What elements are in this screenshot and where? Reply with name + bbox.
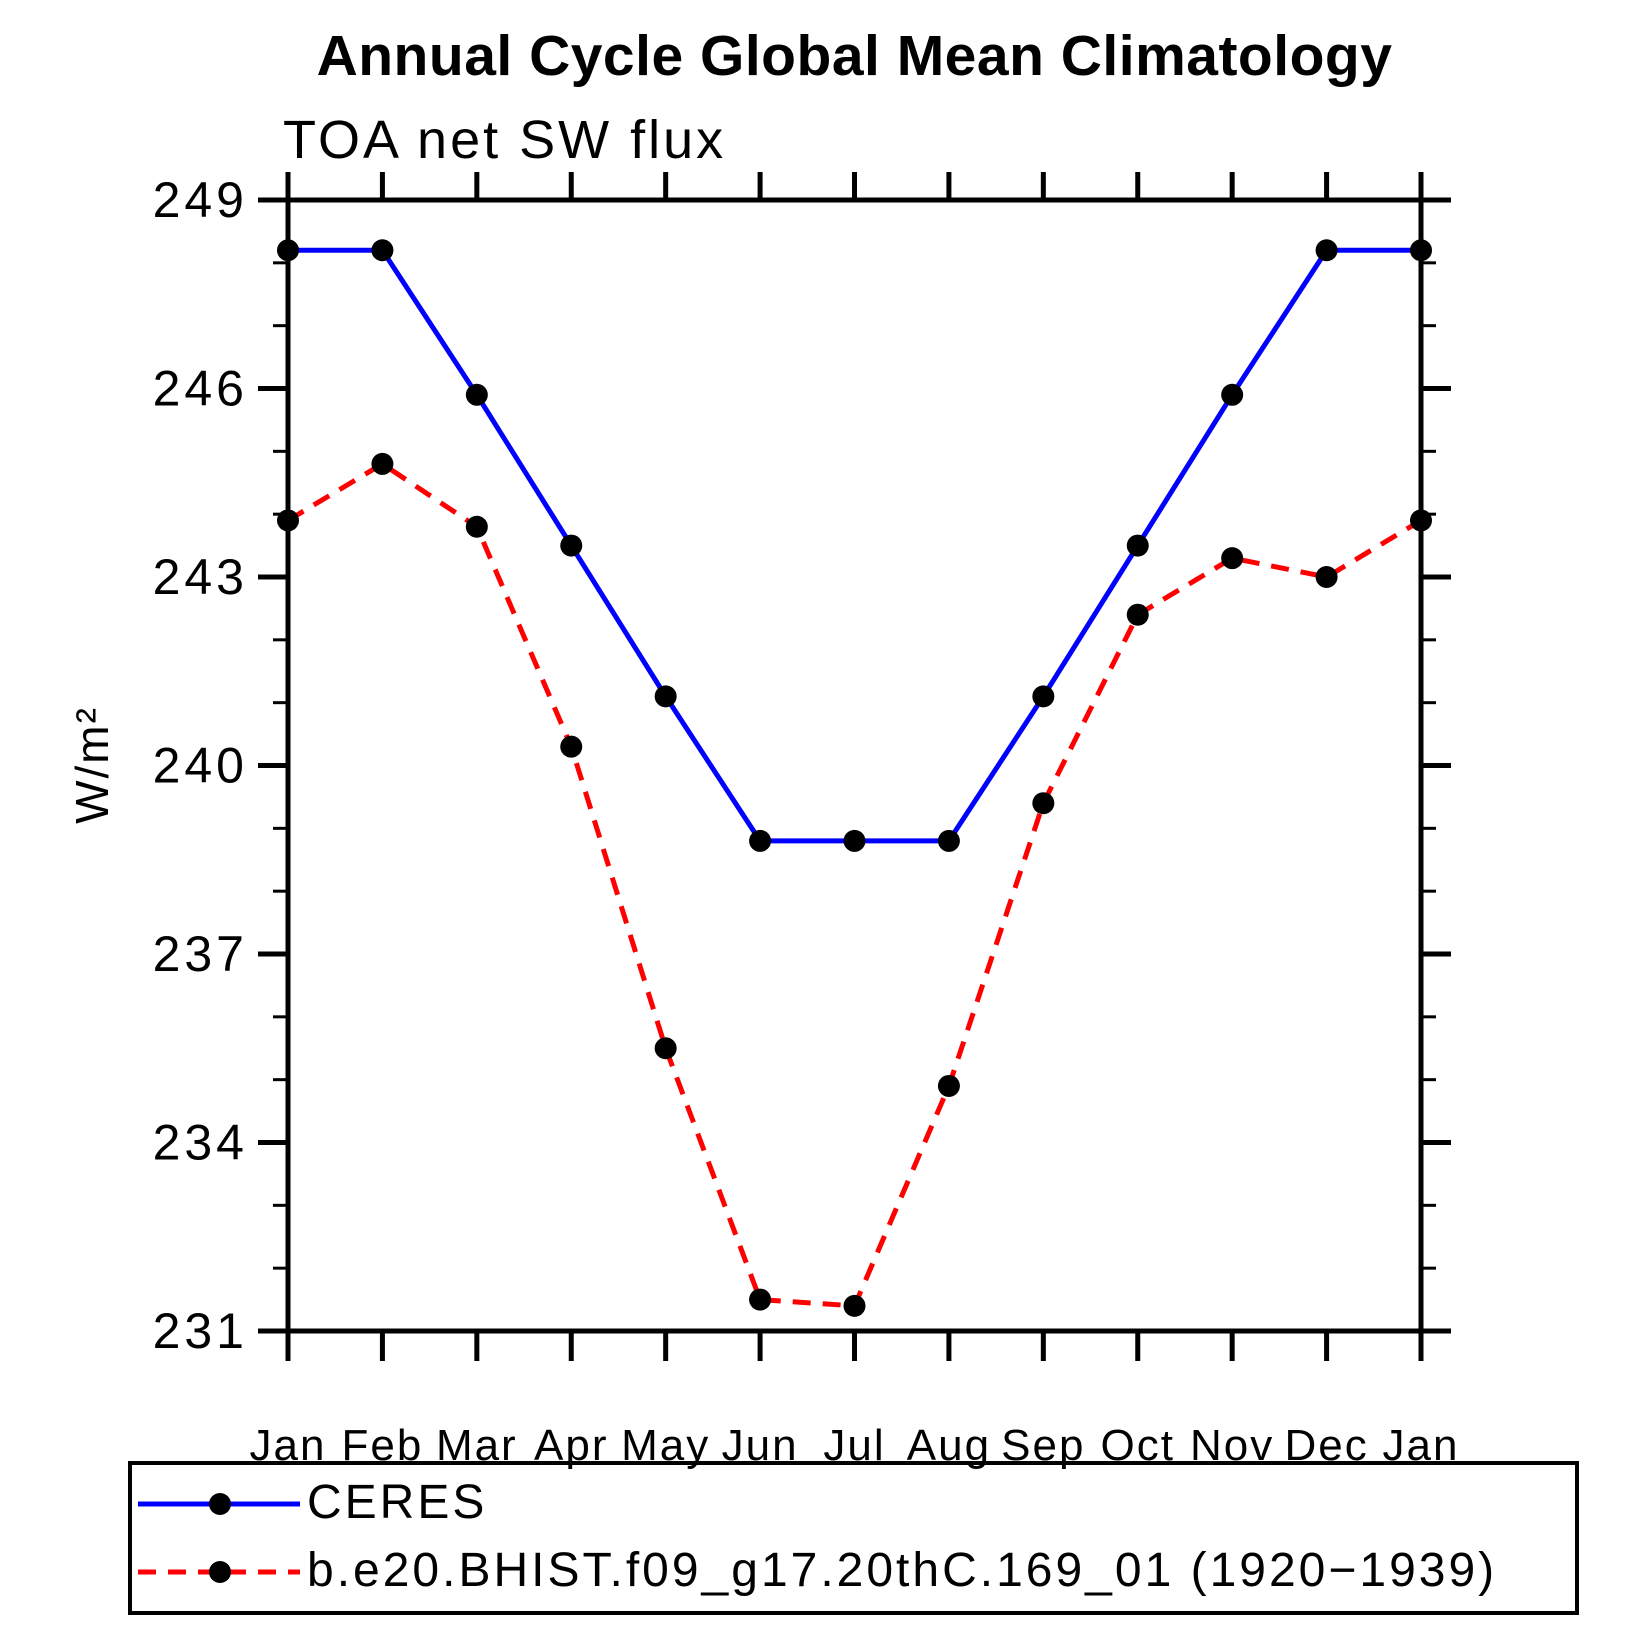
data-point-marker: [465, 515, 488, 538]
data-point-marker: [371, 452, 394, 475]
data-point-marker: [843, 829, 866, 852]
data-point-marker: [371, 239, 394, 262]
data-point-marker: [277, 239, 299, 262]
data-point-marker: [749, 1288, 772, 1311]
data-point-marker: [1410, 239, 1432, 262]
y-tick-label: 243: [153, 549, 248, 605]
chart-subtitle: TOA net SW flux: [283, 110, 727, 170]
legend-box: [128, 1461, 1579, 1615]
data-point-marker: [1221, 383, 1244, 406]
data-point-marker: [1315, 566, 1338, 588]
data-point-marker: [1410, 509, 1432, 532]
y-tick-label: 237: [153, 926, 248, 982]
data-point-marker: [654, 1037, 677, 1060]
plot-frame: [285, 197, 1424, 1334]
y-tick-label: 249: [153, 172, 248, 228]
data-point-marker: [1032, 685, 1055, 708]
data-point-marker: [843, 1294, 866, 1317]
data-point-marker: [1126, 603, 1149, 626]
data-point-marker: [1032, 792, 1055, 815]
y-axis-title: W/m²: [66, 706, 118, 824]
data-point-marker: [277, 509, 299, 532]
legend-label-model: b.e20.BHIST.f09_g17.20thC.169_01 (1920−1…: [307, 1544, 1498, 1598]
y-tick-label: 234: [153, 1115, 248, 1171]
data-point-marker: [1126, 534, 1149, 557]
data-point-marker: [560, 534, 583, 557]
legend-marker: [209, 1561, 231, 1583]
data-point-marker: [1315, 239, 1338, 262]
ceres-line: [288, 247, 1421, 844]
page-title: Annual Cycle Global Mean Climatology: [316, 24, 1393, 88]
data-point-marker: [560, 735, 583, 758]
y-tick-label: 231: [153, 1303, 248, 1359]
data-point-marker: [1221, 547, 1244, 570]
data-point-marker: [937, 1074, 960, 1097]
y-tick-label: 240: [153, 738, 248, 794]
legend-label-ceres: CERES: [307, 1476, 488, 1530]
data-point-marker: [937, 829, 960, 852]
data-point-marker: [749, 829, 772, 852]
legend-marker: [209, 1493, 231, 1515]
y-tick-label: 246: [153, 361, 248, 417]
data-point-marker: [465, 383, 488, 406]
data-point-marker: [654, 685, 677, 708]
model-line: [286, 461, 1423, 1309]
